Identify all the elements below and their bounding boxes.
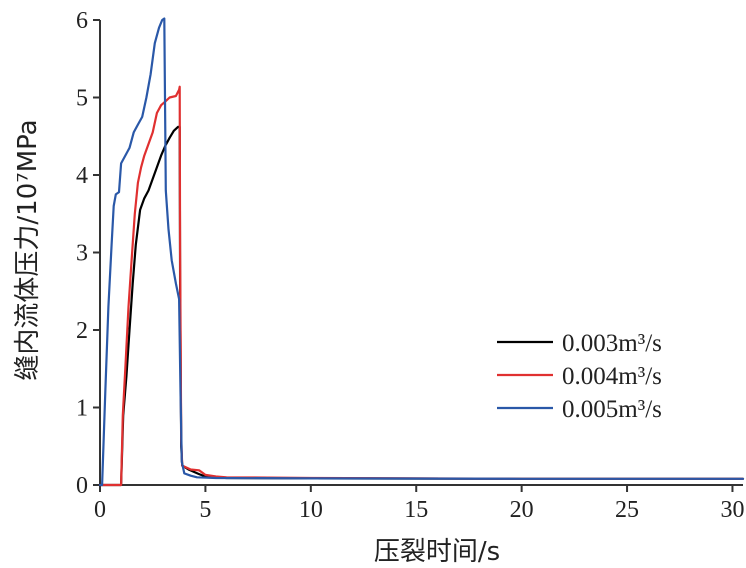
y-tick-label: 2 (76, 318, 88, 344)
x-axis-ticks: 0 5 10 15 20 25 30 (94, 485, 744, 523)
series-line-1 (98, 125, 745, 487)
y-tick-label: 4 (76, 163, 88, 189)
legend-label-2: 0.004m³/s (562, 363, 662, 390)
x-tick-label: 0 (94, 497, 106, 523)
y-axis-title: 缝内流体压力/10⁷MPa (13, 119, 43, 380)
plot-area: 0 5 10 15 20 25 30 0 1 2 3 4 5 6 (76, 8, 744, 523)
series-line-2 (98, 85, 745, 487)
series-line-3 (98, 17, 745, 487)
y-tick-label: 5 (76, 86, 88, 112)
y-tick-label: 6 (76, 8, 88, 34)
legend: 0.003m³/s 0.004m³/s 0.005m³/s (497, 330, 662, 423)
legend-label-1: 0.003m³/s (562, 330, 662, 357)
y-tick-label: 0 (76, 473, 88, 499)
x-tick-label: 5 (199, 497, 211, 523)
y-tick-label: 1 (76, 396, 88, 422)
legend-label-3: 0.005m³/s (562, 396, 662, 423)
y-axis-ticks: 0 1 2 3 4 5 6 (76, 8, 100, 499)
x-tick-label: 10 (299, 497, 323, 523)
x-tick-label: 15 (404, 497, 428, 523)
x-tick-label: 20 (510, 497, 534, 523)
series-layer (98, 17, 745, 487)
x-axis-title: 压裂时间/s (374, 537, 500, 567)
y-tick-label: 3 (76, 241, 88, 267)
x-tick-label: 30 (720, 497, 744, 523)
x-tick-label: 25 (615, 497, 639, 523)
